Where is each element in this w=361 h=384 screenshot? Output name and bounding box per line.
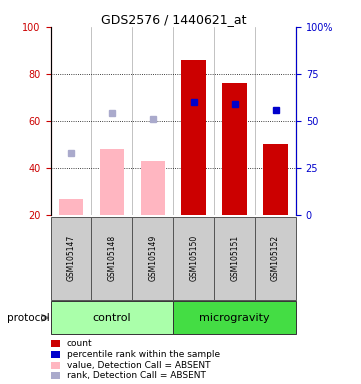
Bar bbox=[100, 149, 124, 215]
Text: GSM105152: GSM105152 bbox=[271, 235, 280, 281]
Bar bbox=[173, 301, 296, 334]
Bar bbox=[59, 199, 83, 215]
Title: GDS2576 / 1440621_at: GDS2576 / 1440621_at bbox=[100, 13, 246, 26]
Bar bbox=[214, 217, 255, 300]
Text: percentile rank within the sample: percentile rank within the sample bbox=[67, 350, 220, 359]
Text: GSM105150: GSM105150 bbox=[189, 235, 198, 281]
Bar bbox=[173, 217, 214, 300]
Text: control: control bbox=[93, 313, 131, 323]
Text: GSM105147: GSM105147 bbox=[66, 235, 75, 281]
Text: rank, Detection Call = ABSENT: rank, Detection Call = ABSENT bbox=[67, 371, 206, 381]
Text: microgravity: microgravity bbox=[199, 313, 270, 323]
Bar bbox=[51, 301, 173, 334]
Bar bbox=[140, 161, 165, 215]
Text: GSM105151: GSM105151 bbox=[230, 235, 239, 281]
Text: count: count bbox=[67, 339, 92, 348]
Text: GSM105149: GSM105149 bbox=[148, 235, 157, 281]
Bar bbox=[91, 217, 132, 300]
Text: GSM105148: GSM105148 bbox=[108, 235, 116, 281]
Bar bbox=[132, 217, 173, 300]
Bar bbox=[255, 217, 296, 300]
Bar bbox=[263, 144, 288, 215]
Bar bbox=[222, 83, 247, 215]
Bar bbox=[51, 217, 91, 300]
Text: value, Detection Call = ABSENT: value, Detection Call = ABSENT bbox=[67, 361, 210, 370]
Text: protocol: protocol bbox=[7, 313, 50, 323]
Bar bbox=[182, 60, 206, 215]
